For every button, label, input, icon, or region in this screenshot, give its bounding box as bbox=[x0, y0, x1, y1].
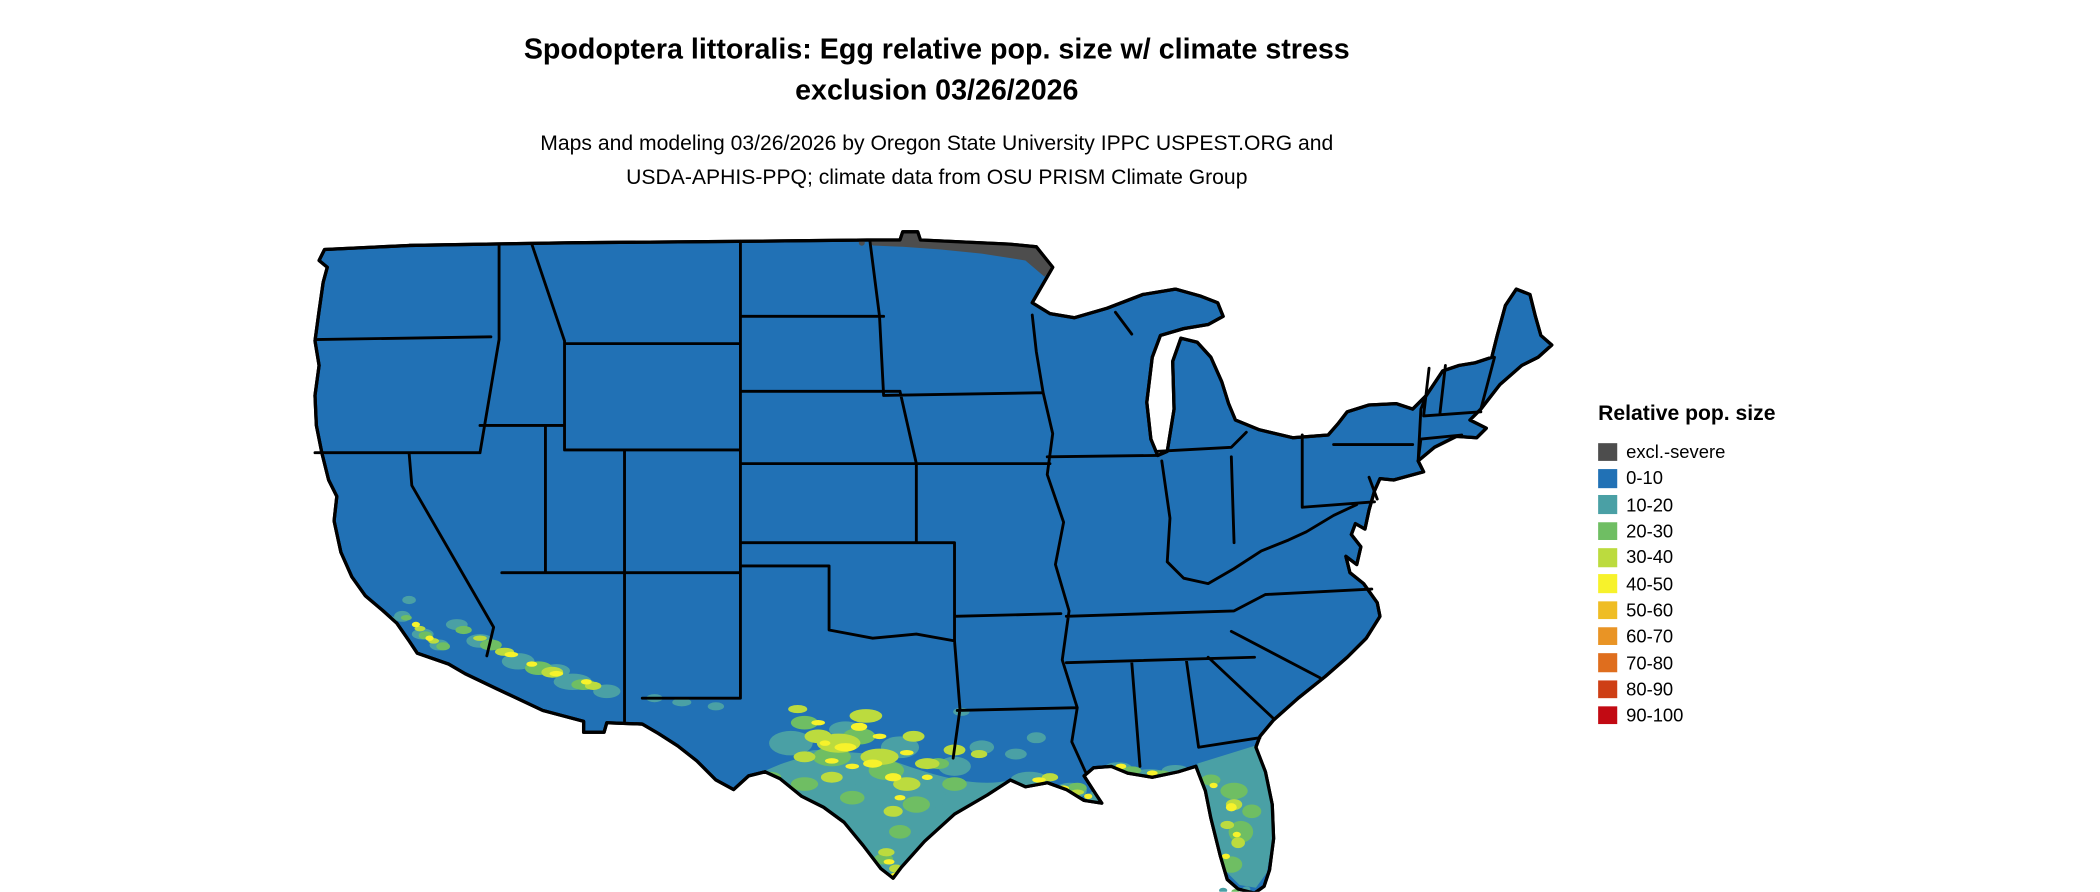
legend-swatch bbox=[1598, 653, 1617, 672]
legend-swatch bbox=[1598, 495, 1617, 515]
legend-label: 30-40 bbox=[1626, 547, 1674, 568]
figure-subtitle: Maps and modeling 03/26/2026 by Oregon S… bbox=[0, 127, 1874, 195]
legend-label: 20-30 bbox=[1626, 520, 1674, 542]
legend-item-50-60: 50-60 bbox=[1598, 597, 1775, 623]
legend-title: Relative pop. size bbox=[1598, 402, 1776, 426]
legend-item-40-50: 40-50 bbox=[1598, 571, 1775, 597]
legend-label: 0-10 bbox=[1626, 468, 1663, 489]
legend-item-30-40: 30-40 bbox=[1598, 544, 1775, 570]
legend-swatch bbox=[1598, 627, 1617, 646]
legend-swatch bbox=[1598, 600, 1617, 620]
legend-label: 10-20 bbox=[1626, 494, 1674, 516]
legend-item-80-90: 80-90 bbox=[1598, 676, 1775, 702]
conus-outline bbox=[313, 230, 1554, 892]
legend-label: 80-90 bbox=[1626, 678, 1674, 700]
legend-swatch bbox=[1598, 679, 1617, 699]
legend-label: 70-80 bbox=[1626, 652, 1674, 673]
legend-label: excl.-severe bbox=[1626, 441, 1726, 463]
legend-item-70-80: 70-80 bbox=[1598, 650, 1775, 676]
legend-item-10-20: 10-20 bbox=[1598, 492, 1775, 518]
legend-swatch bbox=[1598, 548, 1617, 567]
legend-item-60-70: 60-70 bbox=[1598, 623, 1775, 649]
legend-swatch bbox=[1598, 521, 1617, 541]
subtitle-line-2: USDA-APHIS-PPQ; climate data from OSU PR… bbox=[626, 166, 1248, 190]
legend-label: 40-50 bbox=[1626, 573, 1674, 595]
state-borders bbox=[313, 239, 1496, 774]
legend-label: 50-60 bbox=[1626, 599, 1674, 621]
legend-swatch bbox=[1598, 443, 1617, 462]
overlay-40-50 bbox=[411, 621, 1241, 879]
legend-swatch bbox=[1598, 469, 1617, 488]
legend-swatch bbox=[1598, 706, 1617, 725]
legend-label: 90-100 bbox=[1626, 705, 1684, 726]
title-line-2: exclusion 03/26/2026 bbox=[795, 74, 1079, 107]
legend-item-90-100: 90-100 bbox=[1598, 702, 1775, 728]
legend-label: 60-70 bbox=[1626, 626, 1674, 647]
legend-item-20-30: 20-30 bbox=[1598, 518, 1775, 544]
subtitle-line-1: Maps and modeling 03/26/2026 by Oregon S… bbox=[540, 132, 1334, 156]
population-overlays bbox=[385, 231, 1274, 888]
legend-swatch bbox=[1598, 574, 1617, 593]
figure-title: Spodoptera littoralis: Egg relative pop.… bbox=[0, 30, 1874, 112]
overlay-30-40 bbox=[414, 625, 1245, 873]
legend: Relative pop. size excl.-severe 0-10 10-… bbox=[1598, 402, 1776, 728]
title-line-1: Spodoptera littoralis: Egg relative pop.… bbox=[523, 34, 1350, 66]
legend-item-0-10: 0-10 bbox=[1598, 465, 1775, 491]
legend-item-excl-severe: excl.-severe bbox=[1598, 439, 1775, 465]
